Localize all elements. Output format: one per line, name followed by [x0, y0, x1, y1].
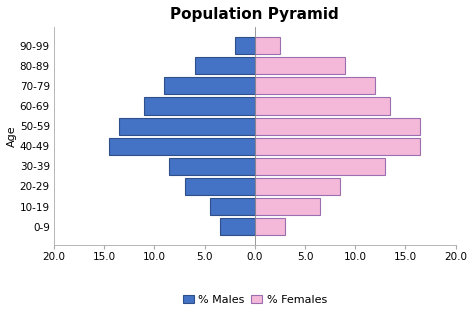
Bar: [164, 77, 255, 95]
Bar: [255, 218, 285, 235]
Title: Population Pyramid: Population Pyramid: [171, 7, 339, 22]
Bar: [235, 37, 255, 54]
Bar: [255, 37, 280, 54]
Bar: [119, 118, 255, 135]
Bar: [255, 158, 385, 175]
Bar: [255, 178, 340, 195]
Bar: [219, 218, 255, 235]
Bar: [109, 138, 255, 155]
Bar: [255, 118, 420, 135]
Bar: [184, 178, 255, 195]
Bar: [255, 77, 375, 95]
Bar: [170, 158, 255, 175]
Bar: [255, 198, 320, 215]
Bar: [255, 138, 420, 155]
Bar: [145, 97, 255, 114]
Bar: [210, 198, 255, 215]
Bar: [194, 57, 255, 74]
Y-axis label: Age: Age: [7, 125, 17, 147]
Bar: [255, 97, 390, 114]
Bar: [255, 57, 345, 74]
Legend: % Males, % Females: % Males, % Females: [178, 290, 331, 309]
